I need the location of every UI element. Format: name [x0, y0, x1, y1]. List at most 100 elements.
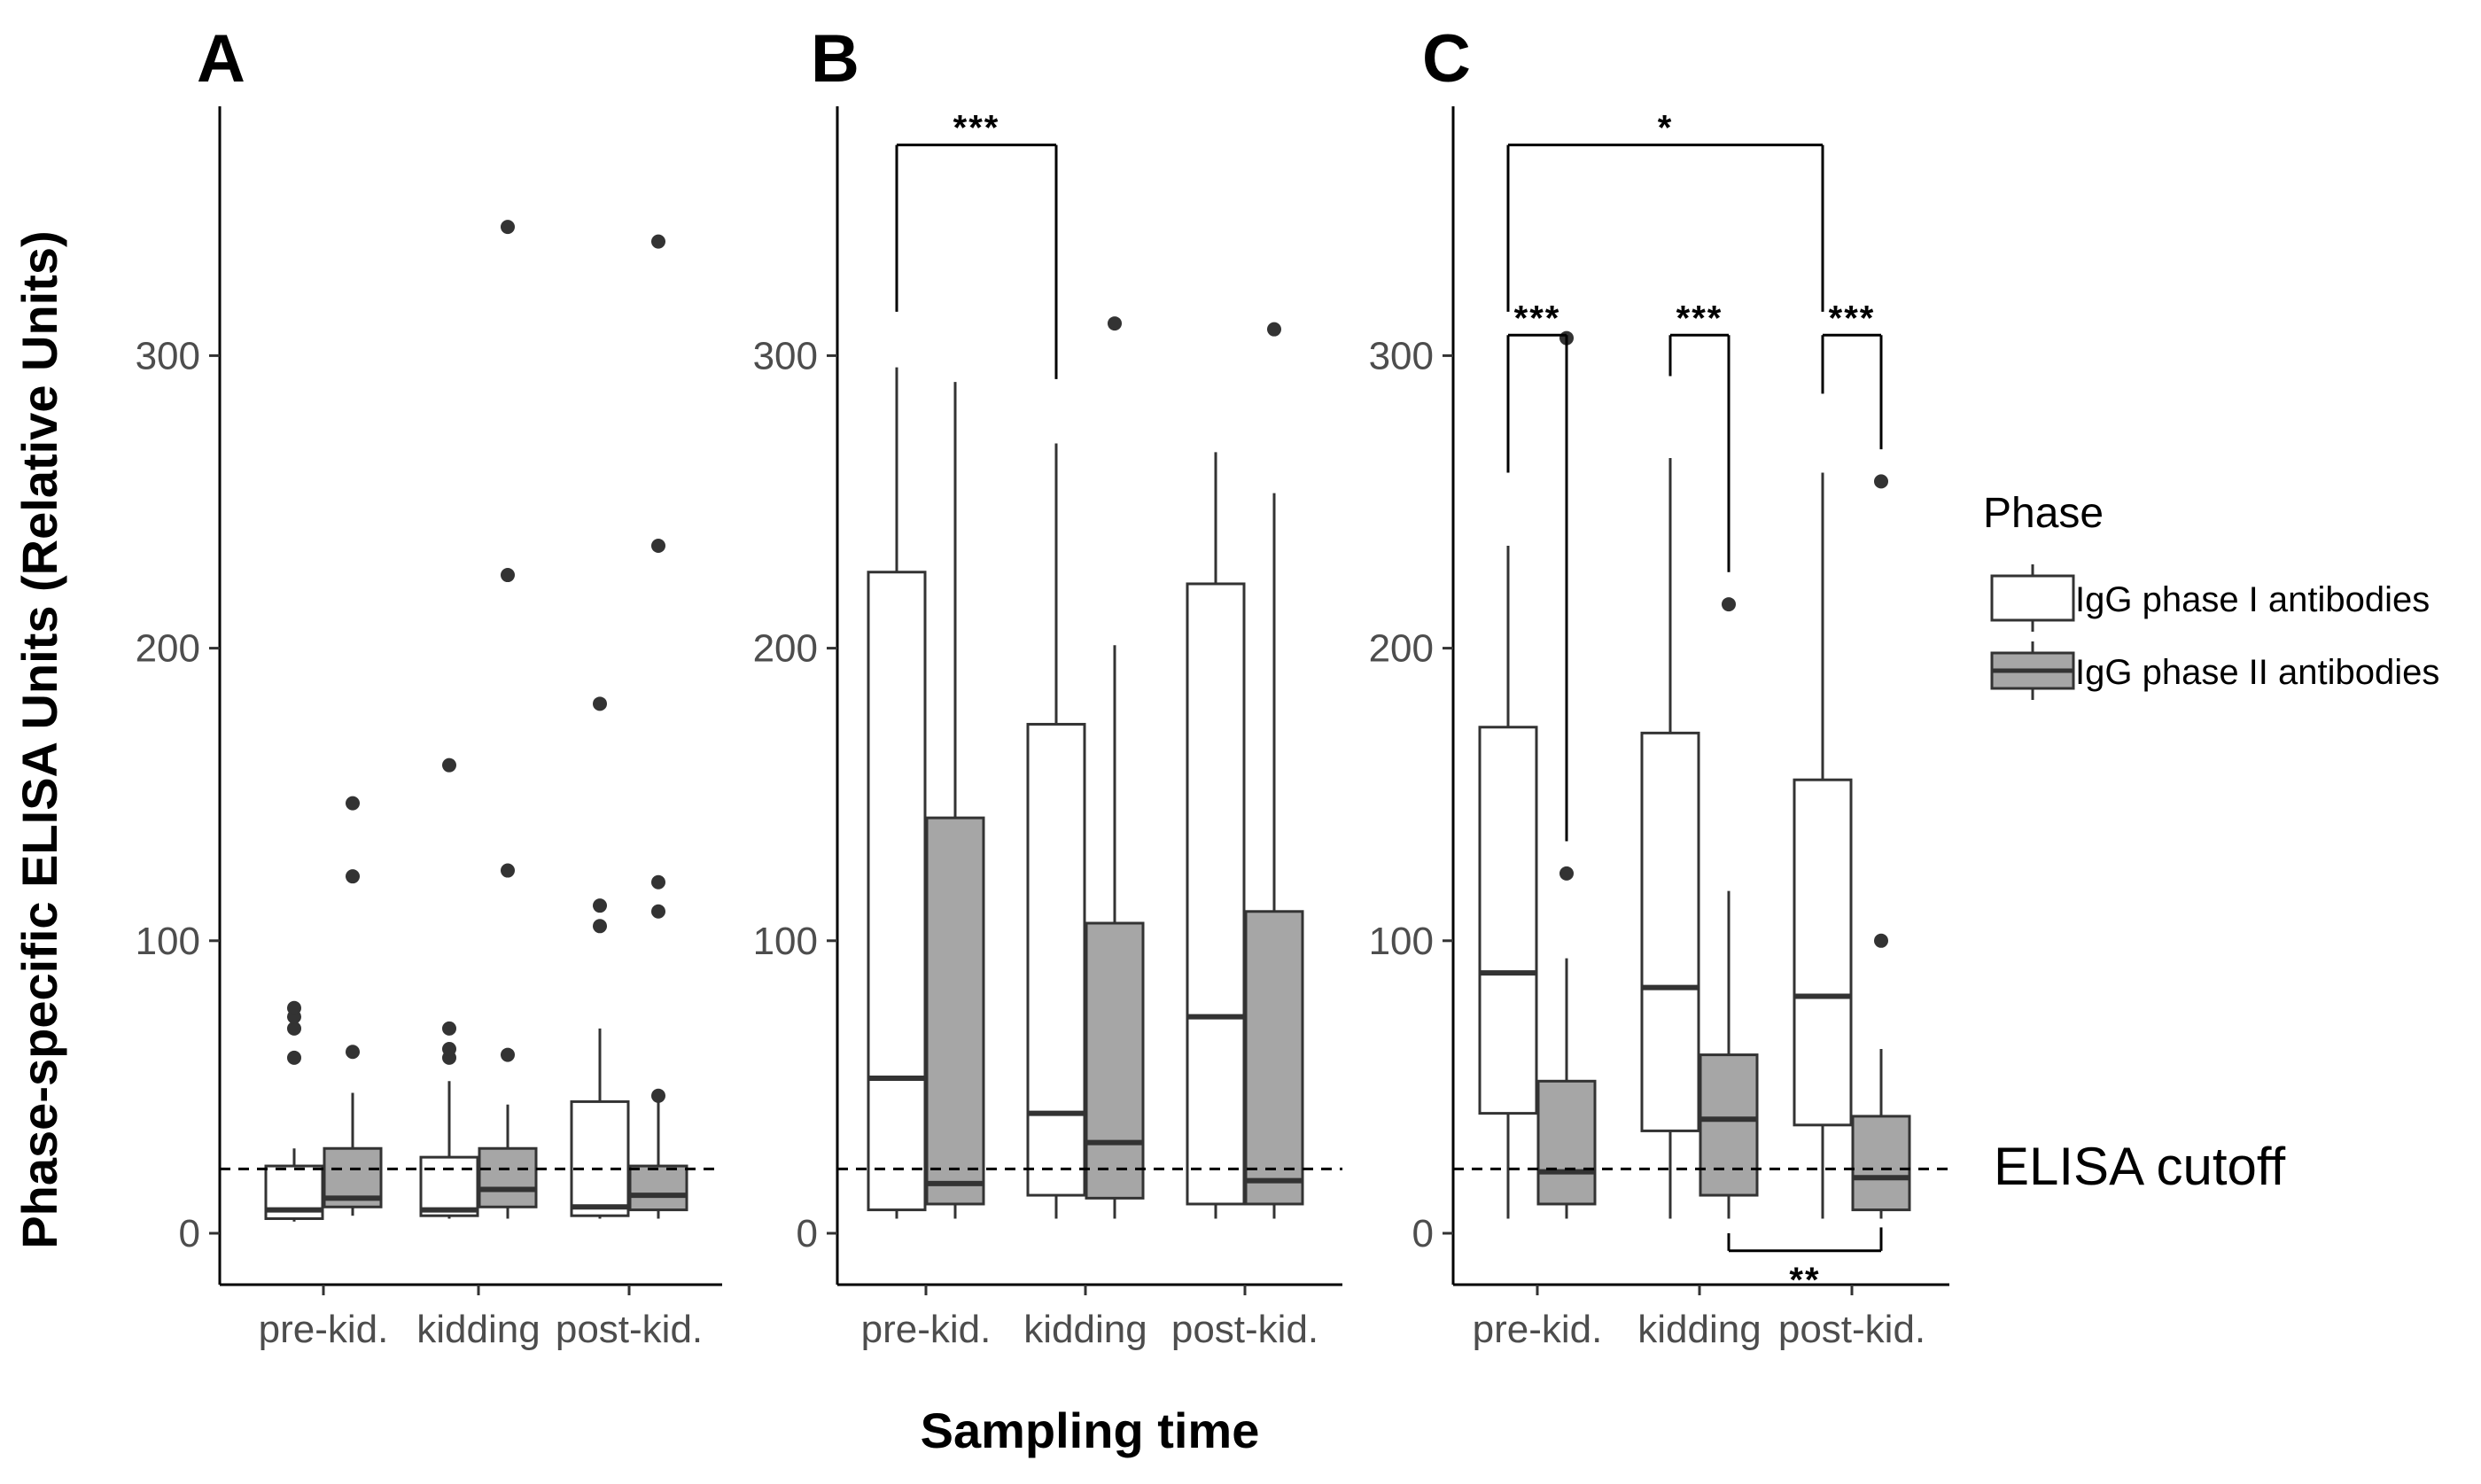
outlier-point [651, 539, 665, 554]
y-tick-label-0: 0 [1412, 1212, 1434, 1255]
y-tick-label-200: 200 [136, 627, 200, 671]
outlier-point [1874, 933, 1888, 948]
outlier-point [651, 904, 665, 919]
x-tick-label-1: kidding [1637, 1308, 1761, 1351]
outlier-point [651, 234, 665, 249]
box-prekid-phase-2 [1536, 330, 1597, 1219]
significance-bracket: ** [1727, 1227, 1883, 1300]
x-tick-label-1: kidding [416, 1308, 540, 1351]
box-kidding-phase-2 [1699, 597, 1759, 1219]
x-tick-label-0: pre-kid. [861, 1308, 992, 1351]
panels: A 0 100 200 300 pre-kid. kidding post-kid. B 0 100… [136, 21, 1949, 1351]
y-tick-label-300: 300 [753, 334, 818, 377]
box-kidding-phase-1 [1640, 457, 1700, 1219]
box-postkid-phase-2 [1851, 474, 1911, 1219]
box-kidding-phase-1 [1026, 443, 1086, 1219]
outlier-point [346, 1045, 360, 1060]
significance-label: *** [1829, 299, 1876, 338]
y-tick-label-300: 300 [136, 334, 200, 377]
x-tick-label-0: pre-kid. [1473, 1308, 1603, 1351]
box-kidding-phase-2 [1085, 316, 1145, 1219]
outlier-point [346, 869, 360, 884]
outlier-point [501, 220, 515, 235]
outlier-point [287, 1050, 301, 1065]
box-body [1478, 726, 1538, 1115]
outlier-point [287, 1000, 301, 1015]
panel-a: A 0 100 200 300 pre-kid. kidding post-kid. [136, 21, 722, 1351]
significance-label: *** [1514, 299, 1561, 338]
x-tick-label-0: pre-kid. [259, 1308, 389, 1351]
panel-letter-a: A [197, 21, 245, 97]
y-tick-label-200: 200 [1369, 627, 1434, 671]
significance-label: * [1658, 109, 1674, 148]
outlier-point [501, 1047, 515, 1062]
outlier-point [1559, 866, 1574, 881]
x-axis-title: Sampling time [921, 1402, 1260, 1458]
significance-bracket: * [1506, 109, 1824, 312]
outlier-point [501, 568, 515, 583]
outlier-point [593, 898, 607, 913]
legend-label-phase-2: IgG phase II antibodies [2075, 653, 2439, 692]
y-tick-label-0: 0 [179, 1212, 200, 1255]
box-body [1699, 1053, 1759, 1197]
x-tick-label-2: post-kid. [1171, 1308, 1318, 1351]
significance-bracket: *** [895, 109, 1058, 379]
panel-letter-c: C [1422, 21, 1471, 97]
outlier-point [1722, 597, 1736, 612]
significance-bracket: *** [1821, 299, 1883, 450]
y-tick-label-200: 200 [753, 627, 818, 671]
box-body [1244, 910, 1304, 1206]
box-body [925, 816, 985, 1206]
outlier-point [593, 696, 607, 711]
y-axis-title: Phase-specific ELISA Units (Relative Uni… [12, 230, 67, 1248]
box-body [867, 571, 927, 1212]
x-tick-label-1: kidding [1023, 1308, 1147, 1351]
y-tick-label-300: 300 [1369, 334, 1434, 377]
legend-key-phase-2 [1990, 641, 2075, 700]
legend: Phase IgG phase I antibodies IgG phase I… [1983, 490, 2439, 700]
x-tick-label-2: post-kid. [1778, 1308, 1925, 1351]
box-postkid-phase-1 [1186, 452, 1246, 1219]
significance-label: *** [953, 109, 1000, 148]
box-postkid-phase-1 [570, 696, 630, 1219]
outlier-point [442, 1021, 456, 1036]
box-prekid-phase-1 [867, 367, 927, 1219]
outlier-point [651, 874, 665, 890]
significance-label: ** [1789, 1261, 1820, 1300]
significance-bracket: *** [1506, 299, 1568, 842]
box-body [570, 1099, 630, 1217]
box-postkid-phase-1 [1793, 472, 1853, 1219]
box-body [1640, 731, 1700, 1132]
box-postkid-phase-2 [628, 234, 688, 1219]
y-tick-label-100: 100 [136, 920, 200, 963]
box-postkid-phase-2 [1244, 322, 1304, 1219]
box-kidding-phase-1 [419, 758, 479, 1219]
box-body [1536, 1079, 1597, 1206]
legend-swatch-phase-1 [1990, 574, 2075, 622]
box-body [1085, 921, 1145, 1200]
legend-key-phase-1 [1990, 564, 2075, 632]
y-tick-label-0: 0 [797, 1212, 818, 1255]
box-body [1793, 778, 1853, 1127]
x-tick-label-2: post-kid. [556, 1308, 703, 1351]
outlier-point [1874, 474, 1888, 489]
outlier-point [442, 758, 456, 773]
cutoff-label: ELISA cutoff [1994, 1137, 2285, 1196]
box-body [478, 1146, 538, 1208]
box-kidding-phase-2 [478, 220, 538, 1219]
box-body [1186, 582, 1246, 1206]
box-body [1851, 1115, 1911, 1212]
outlier-point [287, 1021, 301, 1036]
box-body [419, 1155, 479, 1217]
outlier-point [651, 1088, 665, 1103]
significance-bracket: *** [1668, 299, 1730, 572]
box-body [628, 1164, 688, 1212]
y-tick-label-100: 100 [753, 920, 818, 963]
outlier-point [346, 796, 360, 811]
outlier-point [442, 1041, 456, 1056]
box-prekid-phase-1 [1478, 546, 1538, 1219]
legend-title: Phase [1983, 490, 2104, 537]
significance-label: *** [1676, 299, 1723, 338]
